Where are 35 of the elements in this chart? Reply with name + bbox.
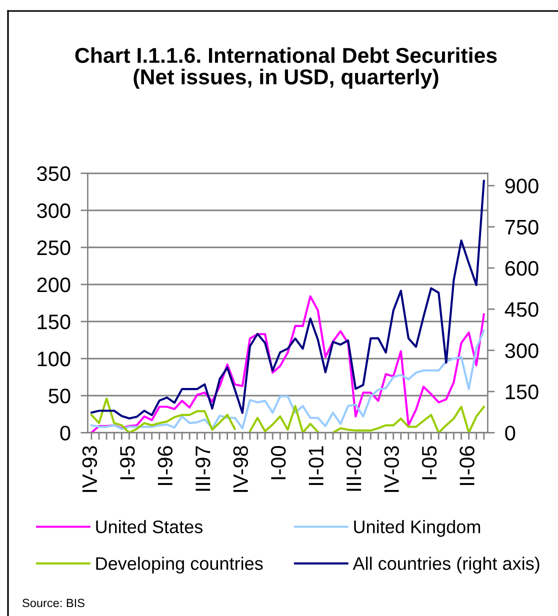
y2-tick-label: 450 [504,302,538,317]
y-tick-label: 200 [37,277,70,292]
y-tick-label: 250 [37,240,70,256]
y2-tick-label: 600 [505,261,538,276]
x-tick-label: I-95 [120,446,135,480]
y2-tick-label: 150 [506,384,538,400]
line-series [90,295,485,433]
x-tick-label: III-02 [346,446,362,491]
legend-label: United States [96,520,203,534]
x-tick-label: IV-03 [384,446,399,492]
legend-label: All countries (right axis) [352,556,540,574]
y-tick-label: 300 [37,203,70,218]
x-tick-label: II-01 [308,446,324,485]
y-tick-label: 50 [48,388,70,404]
x-tick-label: III-97 [196,446,210,491]
x-tick-label: I-00 [270,446,286,480]
y-tick-label: 100 [38,352,70,366]
legend-label: United Kingdom [354,520,480,537]
y2-tick-label: 900 [505,178,538,194]
y-tick-label: 350 [37,166,70,182]
source-note: Source: BIS [22,598,84,608]
x-tick-label: IV-98 [233,446,248,492]
x-tick-label: I-05 [422,446,437,480]
y2-tick-label: 750 [505,220,538,235]
legend-label: Developing countries [96,556,263,574]
x-tick-label: IV-93 [82,446,98,492]
line-series [90,180,485,420]
chart-title: Chart I.1.1.6. International Debt Securities (Net issues, in USD, quarterly) [75,47,497,89]
y2-tick-label: 0 [505,426,516,440]
y2-tick-label: 300 [505,343,538,358]
y-tick-label: 150 [38,314,70,330]
x-tick-label: II-06 [460,446,474,485]
line-series [90,329,485,430]
y-tick-label: 0 [60,426,70,440]
x-tick-label: II-96 [158,446,173,485]
